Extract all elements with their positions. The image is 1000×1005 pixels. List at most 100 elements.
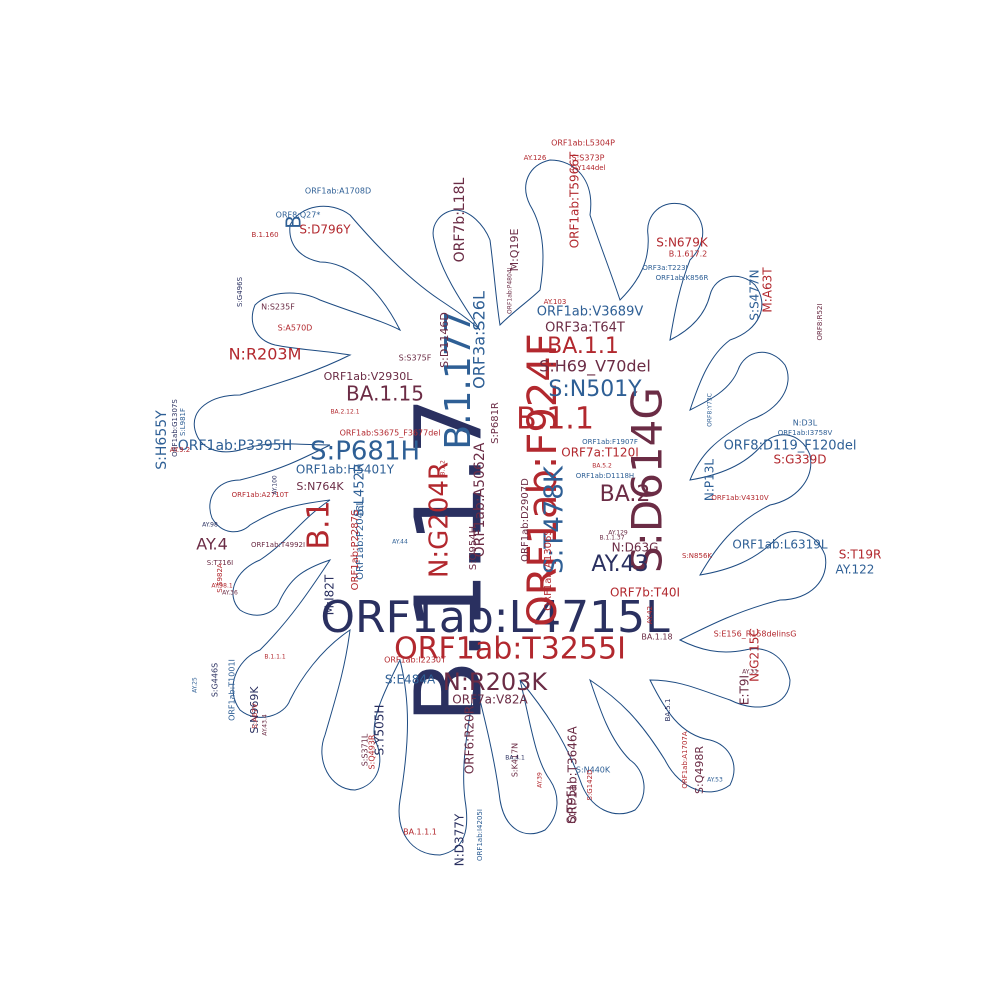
- cloud-word: S:Y144del: [570, 164, 605, 172]
- cloud-word: AY.42: [646, 606, 654, 624]
- cloud-word: AY.103: [544, 298, 567, 306]
- cloud-word: N:D63G: [612, 541, 659, 555]
- cloud-word: BA.2.12.1: [330, 409, 359, 416]
- cloud-word: S:T95I: [565, 786, 579, 824]
- cloud-word: S:N856K: [682, 552, 712, 560]
- cloud-word: ORF1ab:P4804L: [507, 265, 514, 314]
- cloud-word: ORF8:R52I: [816, 303, 824, 340]
- cloud-word: S:S373P: [572, 154, 605, 163]
- cloud-word: S:K417N: [511, 743, 520, 777]
- cloud-word: BA.2: [600, 482, 651, 507]
- cloud-word: S:G446S: [211, 663, 220, 697]
- cloud-word: ORF1ab:K856R: [656, 274, 709, 282]
- cloud-word: S:T19R: [839, 548, 882, 562]
- cloud-word: AY.25: [192, 677, 199, 693]
- cloud-word: ORF1ab:S3675_F3677del: [340, 429, 441, 438]
- cloud-word: S:A570D: [278, 324, 313, 333]
- cloud-word: S:L452R: [353, 463, 368, 517]
- cloud-word: S:T478K: [540, 465, 570, 574]
- cloud-word: ORF7a:V82A: [452, 693, 528, 707]
- cloud-word: BA.1.1: [547, 334, 619, 359]
- cloud-word: B: [282, 215, 306, 229]
- cloud-word: AY.43: [591, 552, 648, 577]
- cloud-word: ORF1ab:I2230T: [384, 656, 446, 665]
- cloud-word: B.1.1.1: [264, 654, 285, 661]
- cloud-word: S:Q493R: [368, 734, 377, 769]
- cloud-word: S:P681H: [310, 437, 420, 467]
- cloud-word: ORF1ab:A1707A: [681, 731, 689, 789]
- cloud-word: AY.98.1: [211, 583, 233, 590]
- cloud-word: S:H655Y: [154, 410, 170, 470]
- cloud-word: AY.39: [537, 772, 544, 788]
- cloud-word: AY.36: [222, 590, 238, 597]
- cloud-word: ORF1ab:T3646A: [566, 726, 580, 824]
- cloud-word: S:G142D: [586, 770, 594, 801]
- cloud-word: ORF1ab:D2907D: [520, 478, 531, 562]
- cloud-word: BA.1.1.1: [403, 828, 437, 837]
- cloud-word: ORF1ab:T5966T: [568, 151, 582, 248]
- cloud-word: N:D377Y: [453, 813, 467, 866]
- cloud-word: S:G496S: [236, 276, 244, 307]
- cloud-word: ORF3a:T64T: [545, 321, 625, 336]
- cloud-word: ORF1ab:P2287S: [350, 510, 361, 591]
- cloud-word: N:R203M: [229, 345, 302, 364]
- virus-outline: [193, 159, 827, 856]
- cloud-word: S:N440K: [576, 766, 611, 775]
- cloud-word: AY.4: [196, 535, 228, 554]
- cloud-word: N:P13L: [703, 459, 717, 502]
- cloud-word: ORF1ab:T4992I: [251, 541, 305, 549]
- cloud-word: BA.5.1: [664, 699, 672, 722]
- cloud-word: ORF1ab:A5062A: [472, 442, 488, 557]
- cloud-word: ORF1ab:L5304P: [551, 139, 615, 148]
- cloud-word: B.1.1.37: [599, 535, 624, 542]
- cloud-word: S:T716I: [207, 559, 234, 567]
- cloud-word: S:N969K: [248, 686, 261, 734]
- cloud-word: M:I82T: [323, 574, 337, 615]
- cloud-word: S:N764K: [296, 480, 344, 493]
- cloud-word: S:Y505H: [373, 705, 387, 756]
- cloud-word: AY.44: [392, 539, 408, 546]
- cloud-word: N:G215C: [748, 628, 762, 682]
- cloud-word: M:Q19E: [508, 229, 521, 272]
- cloud-word: AY.126: [524, 154, 547, 162]
- cloud-word: ORF7a:T120I: [561, 446, 639, 460]
- cloud-word: S:D1146D: [438, 312, 451, 368]
- cloud-word: ORF1ab:V3689V: [537, 305, 644, 320]
- cloud-word: S:N679K: [656, 236, 709, 250]
- cloud-word: B.1.177: [438, 310, 479, 449]
- cloud-word: ORF1ab:F924F: [520, 333, 566, 626]
- cloud-word: S:A67V: [251, 703, 259, 728]
- cloud-word: ORF1ab:A1306S: [543, 529, 554, 610]
- cloud-word: ORF1ab:H5401Y: [296, 463, 395, 477]
- cloud-word: ORF1ab:L6319L: [732, 538, 828, 552]
- cloud-word: AY.98: [202, 522, 218, 529]
- cloud-word: N:R203K: [443, 668, 549, 696]
- cloud-word: AY.53: [707, 777, 723, 784]
- cloud-word: B.1.1: [516, 402, 594, 437]
- cloud-word: BA.1.15: [346, 382, 424, 406]
- cloud-word: B.1.617.2: [669, 250, 708, 259]
- cloud-word: E:T9I: [738, 675, 752, 705]
- cloud-word: AY.9.2: [170, 446, 190, 454]
- cloud-word: BA.5.2: [592, 463, 612, 470]
- cloud-word: ORF7b:L18L: [452, 177, 468, 262]
- cloud-word: ORF8:Y73C: [707, 393, 714, 427]
- cloud-word: ORF1ab:P2046L: [355, 500, 366, 580]
- cloud-word: B.1.1.7: [395, 397, 502, 723]
- cloud-word: S:D796Y: [299, 223, 351, 237]
- cloud-word: N:S235F: [261, 303, 295, 312]
- cloud-word: S:H69_V70del: [539, 357, 651, 377]
- cloud-word: ORF1ab:D1118H: [576, 472, 634, 480]
- cloud-word: B.1.160: [251, 231, 278, 239]
- cloud-word: S:G339D: [773, 453, 826, 467]
- cloud-word: N:G204R: [425, 462, 455, 578]
- cloud-word: ORF1ab:A1708D: [305, 187, 371, 196]
- cloud-word: ORF1ab:P3395H: [178, 438, 293, 454]
- cloud-word: ORF1ab:A2710T: [232, 491, 290, 499]
- cloud-word: AY.122: [836, 563, 875, 577]
- cloud-word: S:E156_R158delinsG: [714, 630, 797, 639]
- cloud-word: BA.4.1: [505, 755, 525, 762]
- cloud-word: ORF8:Q27*: [276, 211, 321, 220]
- cloud-word: AY.43.4: [262, 714, 269, 736]
